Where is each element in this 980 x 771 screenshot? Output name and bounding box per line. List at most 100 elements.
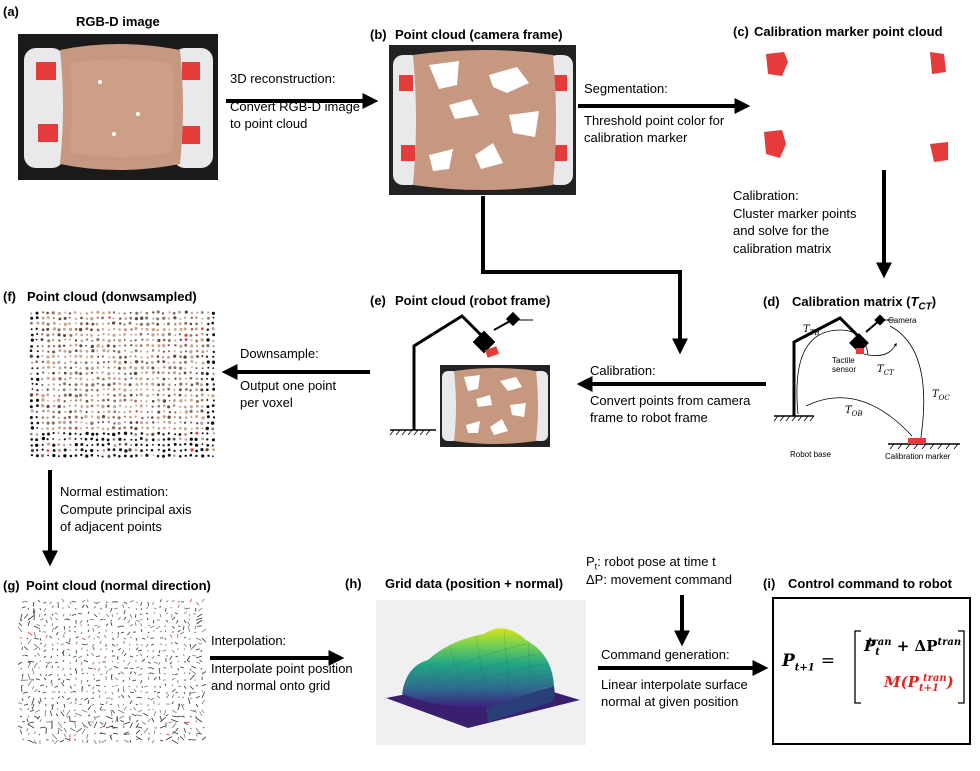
normal-vector [174, 642, 179, 645]
downsampled-point [46, 333, 50, 337]
normal-vector [135, 729, 141, 735]
normal-vector [43, 601, 47, 604]
downsampled-point [189, 388, 192, 392]
panel-b-label: (b) [370, 27, 387, 42]
downsampled-point [69, 410, 72, 414]
step-segmentation-head: Segmentation: [584, 81, 668, 96]
downsampled-point [58, 339, 61, 342]
downsampled-point [52, 321, 56, 325]
normal-vector [76, 727, 83, 733]
downsampled-point [95, 438, 99, 442]
normal-vector [108, 667, 113, 671]
downsampled-point [146, 416, 149, 419]
downsampled-point [200, 421, 204, 425]
step-reconstruction-line: to point cloud [230, 116, 308, 132]
normal-vector [122, 685, 125, 689]
downsampled-point [30, 454, 33, 457]
downsampled-point [58, 344, 62, 348]
arrow-b-to-e [481, 196, 688, 355]
downsampled-point [41, 416, 45, 419]
downsampled-point [35, 398, 40, 402]
downsampled-point [58, 377, 62, 381]
downsampled-point [133, 371, 138, 376]
downsampled-point [167, 405, 171, 409]
normal-vector [129, 667, 134, 670]
normal-vector [27, 661, 31, 664]
downsampled-point [178, 333, 182, 336]
downsampled-point [139, 393, 143, 397]
normal-vector [191, 670, 197, 675]
normal-vector [98, 631, 101, 634]
downsampled-point [102, 410, 105, 413]
normal-vector [42, 691, 47, 694]
normal-vector [69, 613, 72, 616]
downsampled-point [195, 322, 198, 326]
downsampled-point [79, 377, 83, 381]
downsampled-point [64, 410, 67, 413]
control-formula-box: Pt+1 = Pttran + ΔPtran M(Pt+1tran) [772, 597, 971, 745]
downsampled-point [97, 454, 100, 457]
normal-vector [122, 679, 125, 683]
downsampled-point [157, 410, 161, 414]
normal-vector [49, 616, 53, 621]
downsampled-point [146, 411, 149, 414]
normal-vector [36, 652, 41, 657]
normal-vector [198, 607, 203, 612]
normal-vector [44, 714, 47, 717]
downsampled-point [91, 426, 94, 430]
downsampled-point [195, 449, 199, 453]
normal-vector [199, 659, 203, 663]
downsampled-point [174, 344, 177, 347]
normal-vector [54, 625, 59, 630]
normal-vector [26, 637, 29, 640]
normal-vector [99, 648, 102, 651]
normal-vector [92, 627, 95, 633]
normal-vector [146, 655, 149, 658]
normal-vector [185, 607, 191, 610]
downsampled-point [195, 443, 199, 447]
downsampled-point [184, 343, 188, 347]
downsampled-point [140, 410, 143, 413]
downsampled-point [140, 443, 143, 446]
downsampled-point [124, 442, 128, 446]
normal-vector [93, 637, 96, 640]
normal-vector [31, 667, 35, 675]
downsampled-point [118, 382, 121, 385]
downsampled-point [195, 361, 197, 364]
normal-vector [171, 694, 175, 699]
downsampled-point [179, 405, 182, 408]
normal-vector [69, 601, 72, 605]
normal-vector [19, 667, 23, 670]
step-segmentation: Segmentation: Threshold point color for … [584, 80, 724, 147]
downsampled-point [212, 316, 215, 319]
downsampled-point [111, 426, 116, 430]
downsampled-point [29, 349, 33, 352]
downsampled-point [212, 416, 215, 419]
panel-d-label: (d) [763, 294, 780, 309]
downsampled-point [145, 371, 148, 374]
normal-vector [87, 629, 90, 633]
normal-vector [21, 606, 26, 609]
downsampled-point [96, 426, 99, 429]
normal-vector [44, 697, 47, 699]
downsampled-point [79, 393, 83, 397]
downsampled-point [58, 394, 61, 397]
label-t-tb: TTB [803, 324, 820, 337]
downsampled-point [73, 409, 78, 413]
normal-vector [63, 617, 68, 621]
downsampled-point [134, 339, 137, 342]
normal-vector [78, 655, 83, 659]
downsampled-point [134, 415, 137, 418]
normal-vector [18, 702, 23, 705]
normal-vector [119, 715, 125, 719]
normal-vector [111, 720, 114, 723]
downsampled-point [161, 312, 165, 315]
downsampled-point [200, 371, 204, 375]
normal-vector [165, 714, 169, 717]
normal-vector [195, 607, 197, 612]
downsampled-point [201, 344, 205, 348]
downsampled-point [47, 454, 49, 457]
normal-vector [195, 703, 199, 708]
normal-vector [199, 711, 203, 717]
normal-vector [105, 613, 110, 618]
